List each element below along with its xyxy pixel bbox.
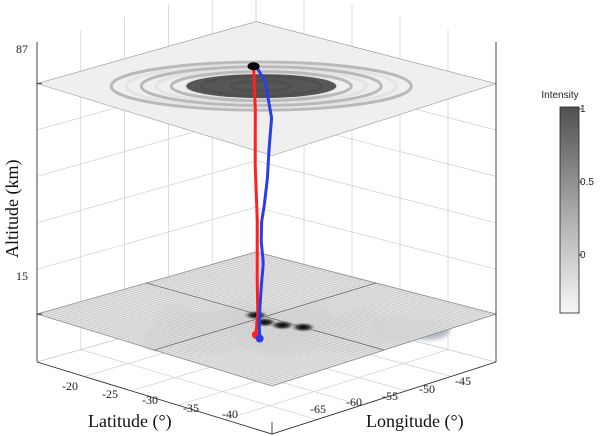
y-axis-label: Longitude (°) (366, 411, 464, 432)
z-tick-87: 87 (16, 42, 28, 56)
series-line-2 (253, 64, 274, 339)
lon-tick-5: -45 (455, 374, 471, 388)
colorbar-tick-0: 0 (580, 250, 586, 261)
colorbar-gradient (559, 106, 580, 314)
series-start-point-2 (255, 334, 264, 343)
lon-tick-1: -65 (310, 402, 326, 416)
lon-tick-3: -55 (382, 389, 398, 403)
z-axis-label: Altitude (km) (2, 160, 23, 258)
lat-tick-1: -20 (62, 379, 78, 393)
z-tick-15: 15 (16, 269, 28, 283)
lower-plane (35, 251, 498, 387)
colorbar-tick-1: 1 (580, 104, 586, 115)
lon-tick-4: -50 (419, 382, 435, 396)
lat-tick-4: -35 (183, 401, 199, 415)
series-layer (247, 62, 274, 343)
colorbar-title: Intensity (541, 90, 578, 101)
lat-tick-3: -30 (142, 393, 158, 407)
colorbar: Intensity 1 0.5 0 (541, 90, 594, 314)
x-axis-label: Latitude (°) (88, 411, 172, 432)
lat-tick-5: -40 (222, 407, 238, 421)
lat-tick-2: -25 (102, 387, 118, 401)
box-front-edges (36, 42, 497, 435)
series-line-1 (252, 66, 260, 335)
series-end-point (247, 62, 260, 71)
lon-tick-2: -60 (346, 395, 362, 409)
colorbar-tick-05: 0.5 (580, 177, 594, 188)
